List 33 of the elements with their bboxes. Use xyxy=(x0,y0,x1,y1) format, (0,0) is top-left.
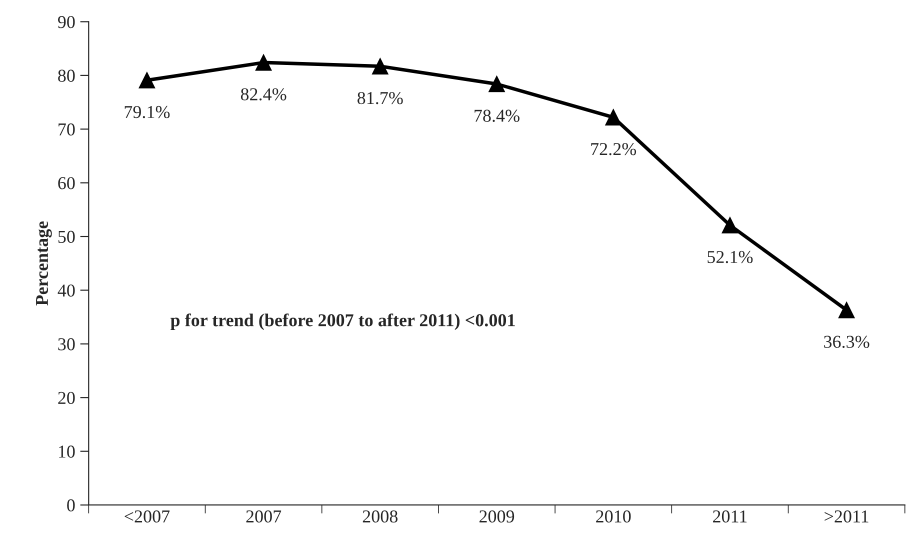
data-label: 72.2% xyxy=(591,142,636,156)
data-label: 82.4% xyxy=(240,88,286,100)
y-tick-label: 70 xyxy=(58,123,75,136)
annotation: p for trend (before 2007 to after 2011) <0.001 xyxy=(170,313,515,330)
y-tick-label: 10 xyxy=(58,446,75,458)
y-tick-label: 50 xyxy=(58,230,75,243)
x-tick-label: 2008 xyxy=(362,510,398,523)
data-label: 36.3% xyxy=(824,336,870,348)
point xyxy=(255,54,272,71)
y-tick-label: 20 xyxy=(58,392,75,404)
point xyxy=(138,72,156,88)
data-label: 78.4% xyxy=(474,110,520,122)
y-tick-label: 80 xyxy=(58,70,75,82)
x-tick-label: 2009 xyxy=(479,510,514,523)
y-tick-label: 30 xyxy=(58,338,75,350)
y-axis-title: Percentage xyxy=(36,221,52,306)
y-tick-label: 0 xyxy=(67,499,75,512)
point xyxy=(372,58,388,74)
x-tick-label: 2011 xyxy=(713,510,747,523)
y-tick-label: 60 xyxy=(58,177,75,190)
data-label: 52.1% xyxy=(708,250,753,264)
point xyxy=(838,302,855,318)
point xyxy=(722,217,738,234)
x-tick-label: <2007 xyxy=(124,510,170,523)
x-tick-label: 2007 xyxy=(246,510,282,523)
data-label: 81.7% xyxy=(358,92,403,104)
data-label: 79.1% xyxy=(124,106,170,118)
x-tick-label: 2010 xyxy=(596,510,631,523)
y-tick-label: 90 xyxy=(58,16,75,28)
point xyxy=(605,109,622,126)
y-tick-label: 40 xyxy=(58,284,75,297)
x-tick-label: >2011 xyxy=(824,510,868,523)
point xyxy=(488,76,505,92)
